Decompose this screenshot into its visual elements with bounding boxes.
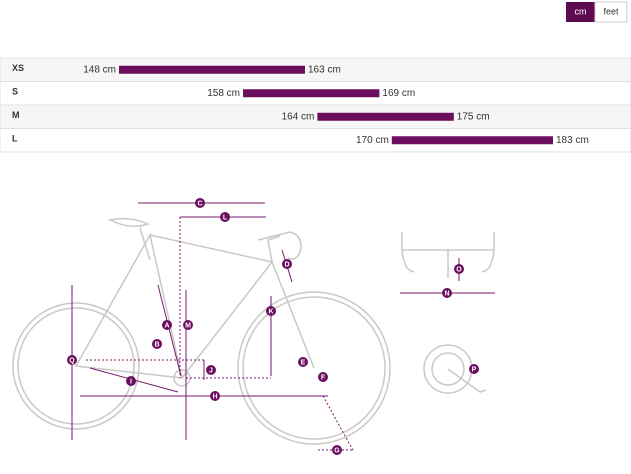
bar-front-view — [401, 231, 495, 278]
dimension-label: Q — [69, 357, 75, 364]
min-label: 164 cm — [282, 111, 315, 122]
label-badge — [183, 320, 193, 330]
max-label: 163 cm — [308, 64, 341, 75]
max-label: 175 cm — [457, 111, 490, 122]
label-badge — [162, 320, 172, 330]
label-badge — [210, 391, 220, 401]
label-badge — [318, 372, 328, 382]
size-table: XS 148 cm 163 cm S 158 cm 169 cm M 164 cm 175 cm… — [0, 57, 631, 153]
label-badge — [469, 364, 479, 374]
reference-lines — [86, 217, 355, 453]
dimension-label: L — [223, 214, 228, 221]
dimension-label: I — [130, 378, 132, 385]
label-badge — [266, 306, 276, 316]
max-label: 183 cm — [556, 135, 589, 146]
label-badge — [152, 339, 162, 349]
dimension-label: H — [212, 393, 217, 400]
unit-toggle: cm feet — [566, 1, 628, 23]
min-label: 148 cm — [83, 64, 116, 75]
dimension-label: A — [164, 322, 169, 329]
min-label: 158 cm — [207, 88, 240, 99]
front-rim — [242, 296, 386, 440]
range-bar — [317, 112, 454, 121]
crank-arm — [447, 368, 487, 393]
label-badge — [298, 357, 308, 367]
cm-label[interactable]: cm — [575, 6, 587, 16]
label-badge — [126, 376, 136, 386]
range-bar — [391, 136, 553, 145]
dimension-label: N — [444, 290, 449, 297]
dimension-lines — [71, 202, 495, 440]
label-badge — [332, 445, 342, 455]
dimension-labels: A B C D E F G H I J K L M N O P Q — [67, 198, 479, 455]
dimension-label: O — [456, 266, 462, 273]
dimension-label: M — [185, 322, 191, 329]
bike-diagram — [12, 202, 495, 453]
saddle — [107, 217, 151, 227]
label-badge — [67, 355, 77, 365]
front-wheel — [237, 291, 391, 445]
dimension-label: F — [321, 374, 326, 381]
label-badge — [206, 365, 216, 375]
label-badge — [442, 288, 452, 298]
rear-wheel — [12, 302, 140, 430]
range-bar — [243, 89, 380, 98]
range-bar — [119, 65, 305, 74]
rear-rim — [17, 307, 135, 425]
dimension-label: G — [334, 447, 340, 454]
handlebar — [257, 231, 302, 260]
dimension-label: D — [284, 261, 289, 268]
feet-label[interactable]: feet — [603, 6, 619, 16]
dimension-label: E — [301, 359, 306, 366]
label-badge — [454, 264, 464, 274]
size-label: M — [12, 110, 20, 120]
chainring-inner — [431, 352, 465, 386]
feet-button[interactable] — [594, 1, 628, 23]
label-badge — [220, 212, 230, 222]
dimension-label: C — [197, 200, 202, 207]
dimension-label: P — [472, 366, 477, 373]
dimension-label: K — [268, 308, 273, 315]
dimension-label: B — [154, 341, 159, 348]
dimension-label: J — [209, 367, 213, 374]
row — [0, 128, 631, 153]
max-label: 169 cm — [382, 88, 415, 99]
size-label: L — [12, 134, 18, 144]
size-label: XS — [12, 63, 24, 73]
frame — [74, 227, 315, 379]
label-badge — [282, 259, 292, 269]
label-badge — [195, 198, 205, 208]
row — [0, 104, 631, 129]
size-label: S — [12, 87, 18, 97]
cm-button[interactable] — [566, 2, 595, 22]
min-label: 170 cm — [356, 135, 389, 146]
